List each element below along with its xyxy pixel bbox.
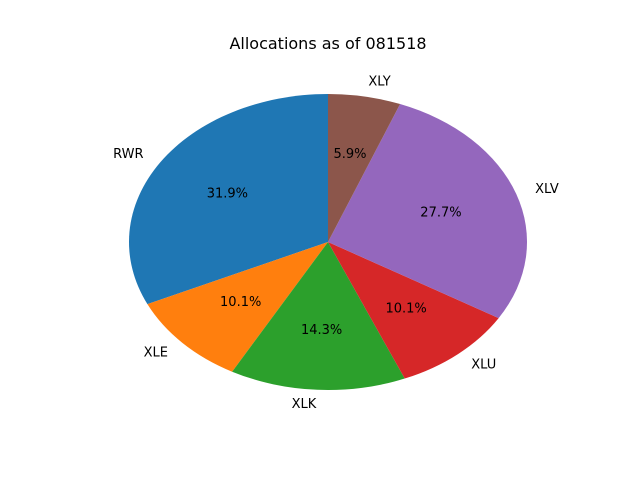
slice-xlk [232, 242, 405, 391]
pct-label-xlv: 27.7% [420, 206, 461, 221]
slice-label-xly: XLY [368, 74, 390, 89]
pct-label-xlu: 10.1% [385, 302, 426, 317]
pie-labels: RWR 31.9% XLE 10.1% XLK 14.3% XLU 10.1% XLV 27.7%… [113, 74, 559, 412]
pct-label-xle: 10.1% [220, 295, 261, 310]
slice-label-rwr: RWR [113, 147, 143, 162]
pct-label-xly: 5.9% [333, 147, 366, 162]
pct-label-xlk: 14.3% [301, 323, 342, 338]
slice-label-xlk: XLK [292, 397, 317, 412]
slice-label-xle: XLE [144, 346, 168, 361]
slice-xlv [328, 104, 528, 319]
slice-label-xlu: XLU [471, 358, 496, 373]
chart-title: Allocations as of 081518 [229, 34, 426, 53]
slice-rwr [129, 94, 328, 305]
slice-xly [328, 94, 401, 242]
pct-label-rwr: 31.9% [207, 187, 248, 202]
slice-xlu [328, 242, 499, 379]
slice-label-xlv: XLV [535, 182, 559, 197]
slice-xle [147, 242, 328, 372]
pie-slices [129, 94, 528, 391]
